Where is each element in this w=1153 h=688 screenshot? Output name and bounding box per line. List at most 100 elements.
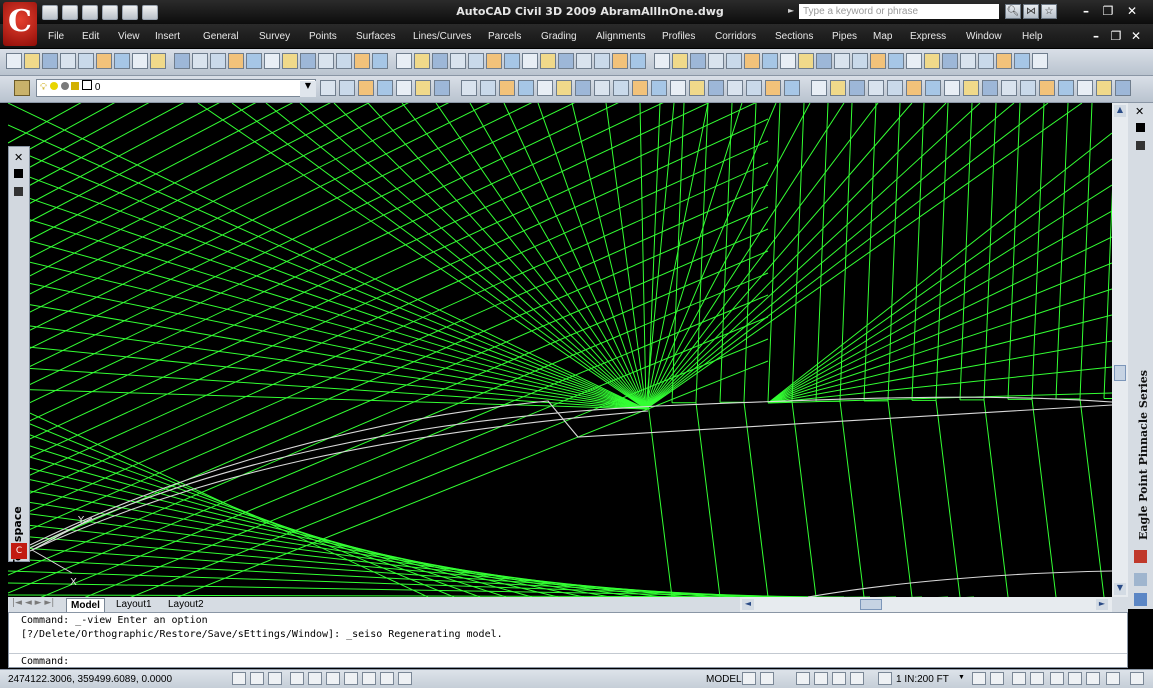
tin-edge[interactable] — [8, 322, 647, 410]
tin-edge[interactable] — [839, 401, 865, 597]
menu-pipes[interactable]: Pipes — [832, 31, 858, 42]
command-input[interactable]: Command: — [9, 653, 1127, 668]
chevron-down-icon[interactable]: ▼ — [300, 81, 316, 97]
tin-edge[interactable] — [983, 399, 1009, 597]
tin-edge[interactable] — [645, 103, 879, 410]
chevron-down-icon[interactable]: ▼ — [958, 674, 965, 681]
layer-tool-icon[interactable] — [746, 80, 762, 96]
tin-edge[interactable] — [8, 450, 533, 597]
layer-tool-icon[interactable] — [1077, 80, 1093, 96]
layer-tool-icon[interactable] — [358, 80, 374, 96]
standard-tool-icon[interactable] — [78, 53, 94, 69]
search-input[interactable]: Type a keyword or phrase — [799, 4, 999, 19]
layer-tool-icon[interactable] — [868, 80, 884, 96]
tin-edge[interactable] — [767, 210, 1112, 404]
tin-edge[interactable] — [8, 234, 647, 410]
standard-tool-icon[interactable] — [414, 53, 430, 69]
tin-edge[interactable] — [8, 162, 769, 504]
tin-edge[interactable] — [197, 103, 647, 410]
scroll-left-icon[interactable]: ◄ — [742, 599, 754, 610]
communication-center-icon[interactable]: ⋈ — [1023, 4, 1039, 19]
tin-edge[interactable] — [8, 103, 768, 324]
standard-tool-icon[interactable] — [174, 53, 190, 69]
tin-edge[interactable] — [815, 103, 829, 402]
standard-tool-icon[interactable] — [612, 53, 628, 69]
search-icon[interactable]: 🔍︎ — [1005, 4, 1021, 19]
standard-tool-icon[interactable] — [726, 53, 742, 69]
standard-tool-icon[interactable] — [24, 53, 40, 69]
tin-edge[interactable] — [911, 103, 925, 401]
standard-tool-icon[interactable] — [486, 53, 502, 69]
vertical-scrollbar[interactable]: ▲ ▼ — [1112, 103, 1128, 597]
standard-tool-icon[interactable] — [924, 53, 940, 69]
layer-tool-icon[interactable] — [1115, 80, 1131, 96]
open-icon[interactable] — [62, 5, 78, 20]
tin-edge[interactable] — [767, 132, 1112, 404]
standard-tool-icon[interactable] — [132, 53, 148, 69]
doc-minimize-icon[interactable]: – — [1093, 29, 1099, 43]
panel-tool-icon[interactable] — [1134, 550, 1147, 563]
tin-edge[interactable] — [8, 582, 819, 597]
standard-tool-icon[interactable] — [906, 53, 922, 69]
tin-edge[interactable] — [839, 103, 853, 402]
standard-tool-icon[interactable] — [780, 53, 796, 69]
standard-tool-icon[interactable] — [762, 53, 778, 69]
layer-tool-icon[interactable] — [944, 80, 960, 96]
coordinate-readout[interactable]: 2474122.3006, 359499.6089, 0.0000 — [8, 674, 173, 685]
standard-tool-icon[interactable] — [60, 53, 76, 69]
menu-points[interactable]: Points — [309, 31, 337, 42]
clean-screen-icon[interactable] — [1130, 672, 1144, 685]
standard-tool-icon[interactable] — [1032, 53, 1048, 69]
tin-edge[interactable] — [8, 103, 768, 288]
menu-grading[interactable]: Grading — [541, 31, 577, 42]
standard-tool-icon[interactable] — [192, 53, 208, 69]
tin-edge[interactable] — [645, 103, 743, 410]
tin-edge[interactable] — [767, 392, 1112, 404]
menu-help[interactable]: Help — [1022, 31, 1043, 42]
ducs-icon[interactable] — [344, 672, 358, 685]
tin-edge[interactable] — [767, 236, 1112, 404]
layer-tool-icon[interactable] — [320, 80, 336, 96]
tin-edge[interactable] — [8, 570, 793, 597]
tin-edge[interactable] — [767, 366, 1112, 404]
tin-edge[interactable] — [537, 103, 647, 410]
standard-tool-icon[interactable] — [798, 53, 814, 69]
standard-tool-icon[interactable] — [150, 53, 166, 69]
standard-tool-icon[interactable] — [744, 53, 760, 69]
layer-tool-icon[interactable] — [499, 80, 515, 96]
tin-edge[interactable] — [8, 146, 647, 410]
horizontal-scrollbar[interactable]: ◄ ► — [740, 597, 1112, 612]
tin-edge[interactable] — [1079, 103, 1093, 399]
eagle-point-panel[interactable]: ✕ — [1128, 103, 1153, 609]
standard-tool-icon[interactable] — [996, 53, 1012, 69]
standard-tool-icon[interactable] — [468, 53, 484, 69]
tin-edge[interactable] — [8, 103, 768, 432]
tin-edge[interactable] — [8, 402, 429, 597]
lock-ui-icon[interactable] — [1030, 672, 1044, 685]
tin-edge[interactable] — [719, 103, 733, 403]
tin-edge[interactable] — [8, 272, 769, 594]
tin-edge[interactable] — [1031, 103, 1045, 400]
menu-general[interactable]: General — [203, 31, 239, 42]
tin-edge[interactable] — [401, 103, 647, 410]
layer-tool-icon[interactable] — [434, 80, 450, 96]
standard-tool-icon[interactable] — [522, 53, 538, 69]
tab-model[interactable]: Model — [66, 598, 105, 613]
layer-tool-icon[interactable] — [377, 80, 393, 96]
layer-tool-icon[interactable] — [480, 80, 496, 96]
standard-tool-icon[interactable] — [264, 53, 280, 69]
dyn-icon[interactable] — [362, 672, 376, 685]
tin-edge[interactable] — [8, 103, 768, 216]
scroll-right-icon[interactable]: ► — [1096, 599, 1108, 610]
menu-express[interactable]: Express — [910, 31, 947, 42]
tab-nav-icon[interactable]: |◄ ◄ ► ►| — [12, 598, 55, 608]
layer-tool-icon[interactable] — [651, 80, 667, 96]
tin-edge[interactable] — [8, 278, 647, 410]
tin-edge[interactable] — [8, 300, 647, 410]
standard-tool-icon[interactable] — [114, 53, 130, 69]
tin-edge[interactable] — [8, 103, 768, 342]
favorites-icon[interactable]: ☆ — [1041, 4, 1057, 19]
tin-edge[interactable] — [1031, 399, 1057, 597]
tin-edge[interactable] — [8, 118, 769, 468]
tin-edge[interactable] — [8, 103, 768, 234]
